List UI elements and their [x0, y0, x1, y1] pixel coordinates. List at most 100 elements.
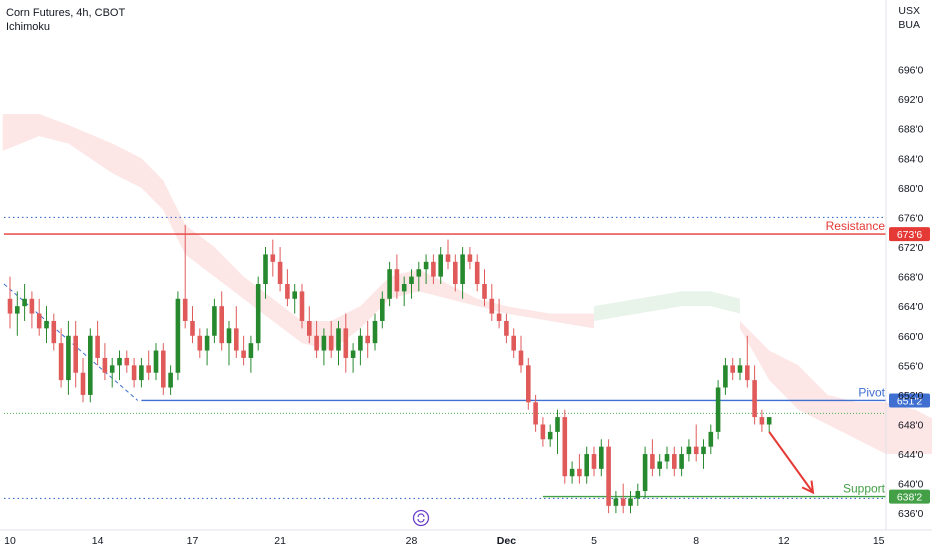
candle-body-101	[745, 365, 750, 381]
cloud-bear-2	[740, 320, 932, 455]
candle-body-15	[117, 357, 122, 366]
y-tick-label-12: 648'0	[898, 419, 924, 431]
candle-body-35	[263, 254, 268, 284]
candle-body-16	[124, 357, 130, 366]
y-tick-label-9: 660'0	[898, 331, 924, 343]
candle-body-5	[44, 320, 49, 329]
x-tick-label-7: 8	[693, 535, 699, 547]
currency-label: USX	[898, 5, 920, 17]
price-tag-support	[889, 489, 930, 504]
candle-body-60	[445, 254, 451, 262]
price-tag-text-resistance: 673'6	[897, 229, 923, 241]
candle-body-89	[657, 461, 662, 469]
candle-body-26	[197, 335, 203, 351]
candle-body-83	[613, 498, 619, 506]
candle-body-39	[292, 291, 297, 299]
candle-body-23	[175, 298, 181, 373]
level-label-pivot: Pivot	[858, 385, 885, 399]
ichimoku-cloud	[2, 113, 932, 455]
candle-body-73	[540, 424, 546, 440]
candle-body-100	[737, 365, 743, 373]
y-tick-label-7: 668'0	[898, 272, 924, 284]
y-tick-label-3: 684'0	[898, 153, 924, 165]
candle-body-54	[401, 284, 407, 292]
sync-icon-arc-2	[417, 518, 425, 523]
y-tick-label-1: 692'0	[898, 94, 924, 106]
sync-icon	[412, 509, 430, 527]
y-tick-label-4: 680'0	[898, 183, 924, 195]
candle-body-0	[7, 298, 13, 314]
candle-body-34	[255, 284, 261, 344]
candle-body-37	[277, 261, 283, 284]
sync-icon-arc-1	[417, 513, 425, 518]
candle-body-51	[380, 298, 385, 321]
candle-body-67	[496, 313, 502, 321]
candle-body-75	[555, 417, 560, 432]
candle-body-3	[29, 298, 35, 314]
x-tick-label-5: Dec	[497, 535, 516, 547]
candle-body-95	[701, 446, 706, 455]
candle-body-82	[606, 446, 611, 506]
y-tick-label-6: 672'0	[898, 242, 924, 254]
candle-body-1	[15, 306, 20, 314]
candle-body-88	[650, 454, 655, 469]
candle-body-77	[569, 468, 575, 477]
y-tick-label-0: 696'0	[898, 65, 924, 77]
candle-body-50	[372, 320, 378, 344]
forecast-arrow-head	[801, 480, 815, 495]
candle-body-21	[161, 350, 166, 388]
price-tag-text-support: 638'2	[897, 492, 923, 504]
x-tick-label-3: 21	[274, 535, 286, 547]
candle-body-25	[190, 320, 195, 336]
annotations: Resistance 673'6 Pivot 651'2 Support 638'2	[768, 219, 930, 504]
candle-body-70	[518, 350, 524, 366]
candle-body-99	[730, 365, 735, 373]
candle-body-80	[591, 454, 597, 469]
candle-body-78	[577, 468, 582, 477]
x-tick-label-9: 15	[873, 535, 885, 547]
candle-body-18	[139, 365, 144, 381]
candle-body-86	[635, 491, 641, 499]
y-tick-label-14: 640'0	[898, 479, 924, 491]
candle-body-61	[453, 261, 458, 284]
candle-body-4	[36, 313, 42, 329]
candle-body-81	[599, 446, 604, 469]
indicator-label: Ichimoku	[6, 21, 51, 33]
candle-body-66	[489, 298, 495, 314]
level-lines	[3, 216, 886, 500]
candle-body-93	[686, 446, 692, 455]
candle-body-59	[438, 254, 443, 277]
price-tag-pivot	[889, 393, 930, 408]
candle-body-12	[95, 335, 100, 358]
candle-body-85	[628, 498, 633, 506]
candle-body-40	[299, 291, 305, 321]
candle-body-56	[416, 269, 422, 277]
candle-body-42	[314, 335, 319, 351]
price-tag-text-pivot: 651'2	[897, 395, 923, 407]
candle-body-53	[394, 269, 400, 292]
candle-body-65	[482, 284, 487, 299]
candle-body-63	[467, 254, 473, 262]
level-label-resistance: Resistance	[826, 219, 886, 233]
x-tick-label-2: 17	[187, 535, 199, 547]
candle-body-38	[285, 284, 290, 299]
candle-body-96	[708, 431, 714, 447]
candle-body-22	[168, 372, 173, 388]
candle-body-48	[358, 335, 363, 351]
y-tick-label-10: 656'0	[898, 360, 924, 372]
candle-body-55	[409, 276, 414, 284]
candle-body-92	[679, 454, 684, 469]
y-tick-label-5: 676'0	[898, 212, 924, 224]
candle-body-71	[526, 365, 531, 403]
candle-body-2	[22, 298, 27, 307]
candle-body-17	[131, 365, 137, 381]
y-tick-label-2: 688'0	[898, 124, 924, 136]
candle-body-6	[51, 320, 57, 344]
x-tick-label-8: 12	[778, 535, 790, 547]
candle-body-52	[387, 269, 392, 299]
x-tick-label-6: 5	[591, 535, 597, 547]
candle-body-47	[350, 350, 356, 358]
candle-body-9	[73, 335, 78, 373]
